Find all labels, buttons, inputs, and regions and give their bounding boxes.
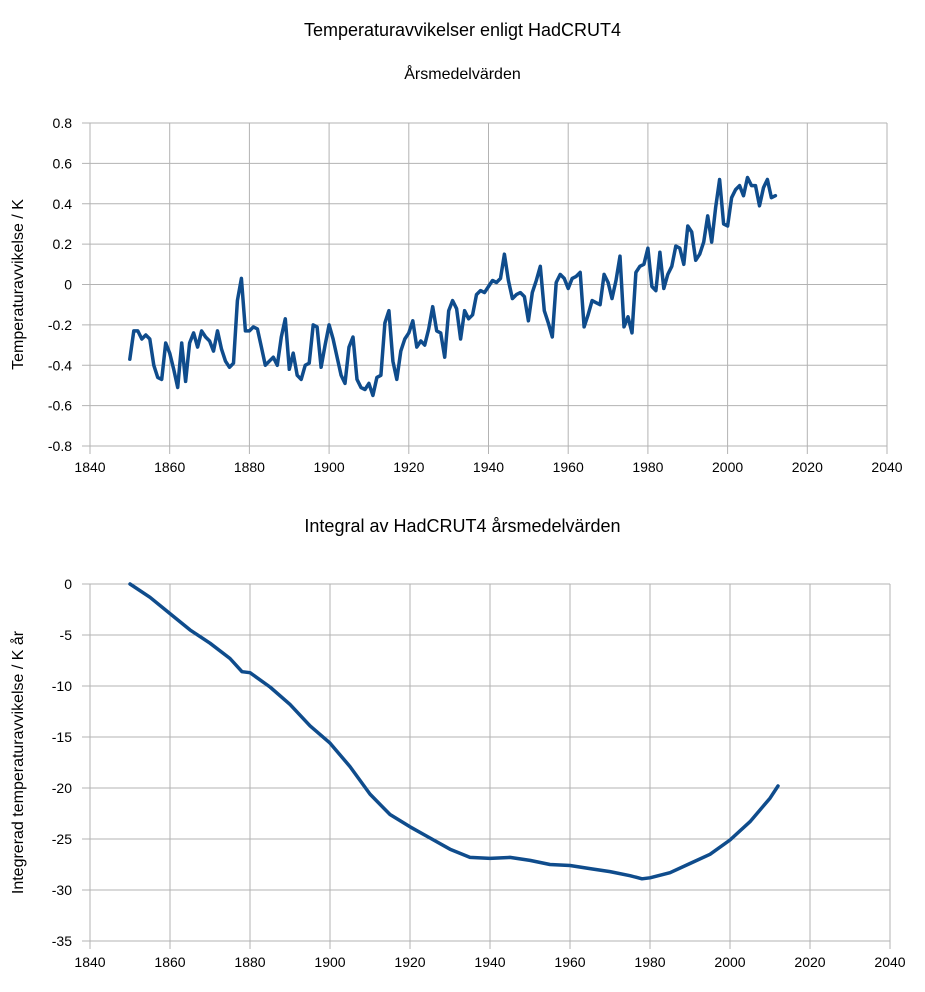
chart2-xtick-label: 2020 <box>794 954 825 970</box>
chart1-ytick-label: 0 <box>64 277 72 293</box>
chart2-xtick-label: 2040 <box>874 954 905 970</box>
chart2-ytick-label: -35 <box>52 933 72 949</box>
chart1-ytick-label: -0.2 <box>48 317 72 333</box>
chart1-series-line <box>128 175 778 398</box>
chart2-ytick-label: 0 <box>64 576 72 592</box>
chart1-xtick-label: 2000 <box>712 459 743 475</box>
chart2-xtick-label: 2000 <box>714 954 745 970</box>
chart1-ytick-label: 0.8 <box>53 115 73 131</box>
chart2-title: Integral av HadCRUT4 årsmedelvärden <box>304 516 621 536</box>
chart2-xtick-label: 1860 <box>154 954 185 970</box>
chart2-ytick-label: -25 <box>52 831 72 847</box>
chart2-xtick-label: 1940 <box>474 954 505 970</box>
chart2-ytick-label: -20 <box>52 780 72 796</box>
chart1-xtick-label: 1900 <box>314 459 345 475</box>
chart2-ylabel: Integrerad temperaturavvikelse / K år <box>9 630 27 894</box>
chart1-title: Temperaturavvikelser enligt HadCRUT4 <box>303 20 622 40</box>
chart1-ytick-label: 0.4 <box>53 196 73 212</box>
chart1-ytick-label: 0.6 <box>53 155 73 171</box>
chart1-xtick-label: 2020 <box>792 459 823 475</box>
chart1-xtick-label: 1840 <box>74 459 105 475</box>
chart1-xtick-label: 1960 <box>553 459 584 475</box>
chart1-xtick-label: 1980 <box>632 459 663 475</box>
chart1-xtick-label: 1940 <box>473 459 504 475</box>
chart2-ytick-label: -10 <box>52 678 72 694</box>
chart1-ytick-label: 0.2 <box>53 236 73 252</box>
chart2-ytick-label: -15 <box>52 729 72 745</box>
chart1-subtitle: Årsmedelvärden <box>404 66 521 83</box>
chart2-xtick-label: 1980 <box>634 954 665 970</box>
chart2-xtick-label: 1840 <box>74 954 105 970</box>
chart1-ytick-label: -0.8 <box>48 438 72 454</box>
chart2-xtick-label: 1900 <box>314 954 345 970</box>
chart2-series-line <box>128 582 780 881</box>
chart2-ytick-label: -5 <box>60 627 73 643</box>
chart1-ylabel: Temperaturavvikelse / K <box>10 199 27 370</box>
chart1-ytick-label: -0.4 <box>48 357 72 373</box>
chart1-xtick-label: 2040 <box>871 459 902 475</box>
chart2-xtick-label: 1920 <box>394 954 425 970</box>
chart1-ytick-label: -0.6 <box>48 398 72 414</box>
chart2-xtick-label: 1960 <box>554 954 585 970</box>
chart1-xtick-label: 1860 <box>154 459 185 475</box>
chart1-svg: -0.8 -0.6 -0.4 -0.2 0 0.2 0.4 0.6 0.8 1840 1860 188… <box>10 115 903 475</box>
chart2-xtick-label: 1880 <box>234 954 265 970</box>
chart1-xtick-label: 1920 <box>393 459 424 475</box>
chart1-xtick-label: 1880 <box>234 459 265 475</box>
chart2-ytick-label: -30 <box>52 882 72 898</box>
